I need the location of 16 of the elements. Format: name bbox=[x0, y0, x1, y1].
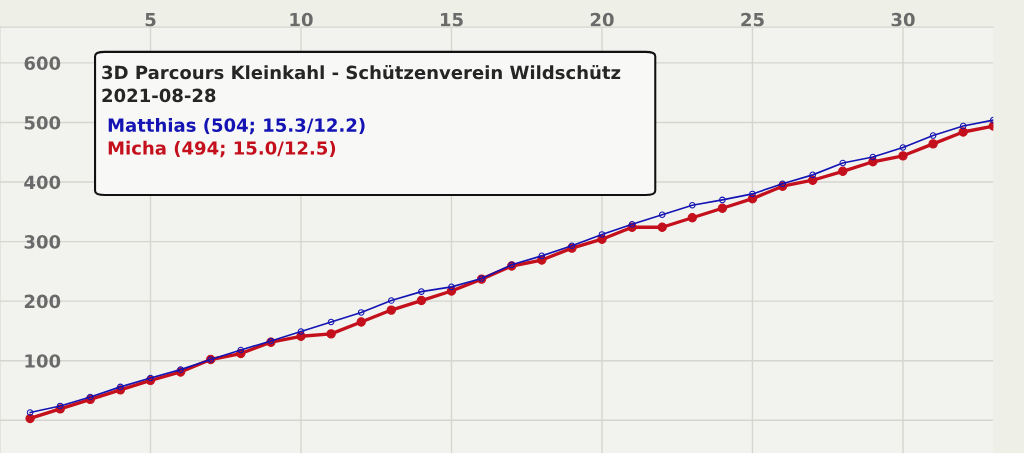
x-tick-label: 30 bbox=[891, 12, 915, 27]
y-tick-label: 400 bbox=[24, 175, 61, 190]
x-tick-label: 10 bbox=[290, 12, 313, 27]
y-tick-label: 200 bbox=[24, 294, 61, 309]
text: 3D Parcours Kleinkahl - Schützenverein Wildschütz bbox=[102, 65, 621, 80]
x-tick-label: 25 bbox=[741, 12, 764, 27]
y-tick-label: 300 bbox=[24, 235, 61, 249]
text: Micha (494; 15.0/12.5) bbox=[108, 140, 336, 158]
x-tick-label: 15 bbox=[440, 13, 463, 27]
y-tick-label: 100 bbox=[25, 354, 61, 368]
y-tick-label: 500 bbox=[24, 115, 61, 130]
text: 2021-08-28 bbox=[102, 88, 216, 103]
x-tick-label: 20 bbox=[590, 12, 614, 27]
y-tick-label: 600 bbox=[24, 56, 61, 71]
x-tick-label: 5 bbox=[145, 13, 156, 27]
text: Matthias (504; 15.3/12.2) bbox=[108, 117, 365, 135]
